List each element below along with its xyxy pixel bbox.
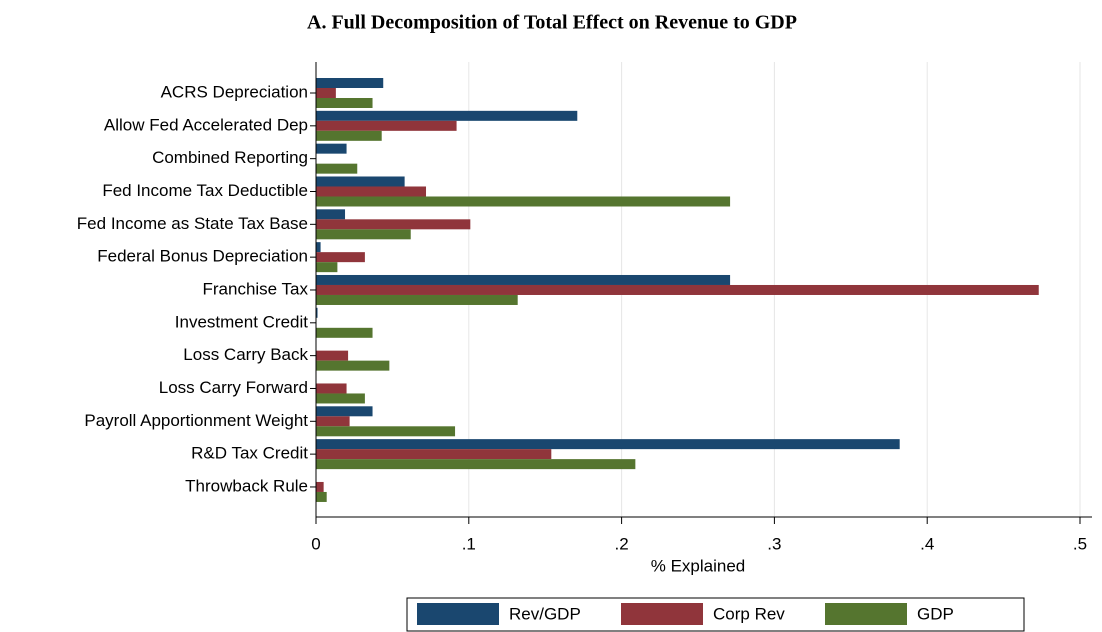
bar	[316, 449, 552, 460]
bar	[316, 360, 390, 371]
bar	[316, 416, 350, 427]
bar	[316, 98, 373, 108]
bar	[316, 186, 427, 197]
bar	[316, 163, 358, 174]
legend-swatch	[621, 603, 703, 625]
x-tick-label: .3	[767, 534, 781, 553]
bar	[316, 307, 318, 318]
bar	[316, 439, 900, 450]
bar	[316, 242, 321, 253]
bar	[316, 176, 405, 187]
bar	[316, 274, 731, 285]
bar	[316, 78, 384, 88]
x-axis-label: % Explained	[651, 556, 746, 575]
bar	[316, 284, 1039, 295]
y-tick-label: R&D Tax Credit	[191, 444, 308, 463]
bar	[316, 481, 324, 492]
y-tick-label: Federal Bonus Depreciation	[97, 247, 308, 266]
y-tick-label: Loss Carry Forward	[159, 378, 308, 397]
bar	[316, 350, 349, 361]
bar	[316, 110, 578, 121]
bar	[316, 426, 456, 437]
legend-swatch	[417, 603, 499, 625]
x-tick-label: .2	[615, 534, 629, 553]
bar	[316, 196, 731, 207]
y-tick-label: Fed Income Tax Deductible	[102, 181, 308, 200]
bar	[316, 88, 336, 98]
bar	[316, 294, 518, 305]
bar	[316, 143, 347, 154]
legend-label: Rev/GDP	[509, 604, 581, 623]
y-tick-label: Investment Credit	[175, 312, 308, 331]
x-tick-label: .1	[462, 534, 476, 553]
legend-label: Corp Rev	[713, 604, 785, 623]
x-tick-label: 0	[311, 534, 320, 553]
bar	[316, 120, 457, 131]
bar	[316, 209, 346, 220]
bar	[316, 383, 347, 394]
bar	[316, 327, 373, 338]
legend-label: GDP	[917, 604, 954, 623]
y-tick-label: Allow Fed Accelerated Dep	[104, 115, 308, 134]
x-tick-label: .4	[920, 534, 934, 553]
y-tick-label: Fed Income as State Tax Base	[77, 214, 308, 233]
bar	[316, 459, 636, 470]
bar	[316, 229, 411, 240]
y-tick-label: Throwback Rule	[185, 476, 308, 495]
bar	[316, 393, 365, 404]
bar	[316, 491, 327, 502]
y-tick-label: Payroll Apportionment Weight	[84, 411, 308, 430]
bar	[316, 219, 471, 230]
y-tick-label: Franchise Tax	[202, 279, 308, 298]
x-tick-label: .5	[1073, 534, 1087, 553]
y-tick-label: Combined Reporting	[152, 148, 308, 167]
bar	[316, 262, 338, 273]
legend-swatch	[825, 603, 907, 625]
bar	[316, 406, 373, 417]
bar	[316, 130, 382, 141]
legend-box	[406, 597, 1025, 632]
bar	[316, 252, 365, 263]
chart-title: A. Full Decomposition of Total Effect on…	[307, 12, 797, 34]
y-tick-label: Loss Carry Back	[183, 345, 308, 364]
y-tick-label: ACRS Depreciation	[161, 82, 308, 101]
